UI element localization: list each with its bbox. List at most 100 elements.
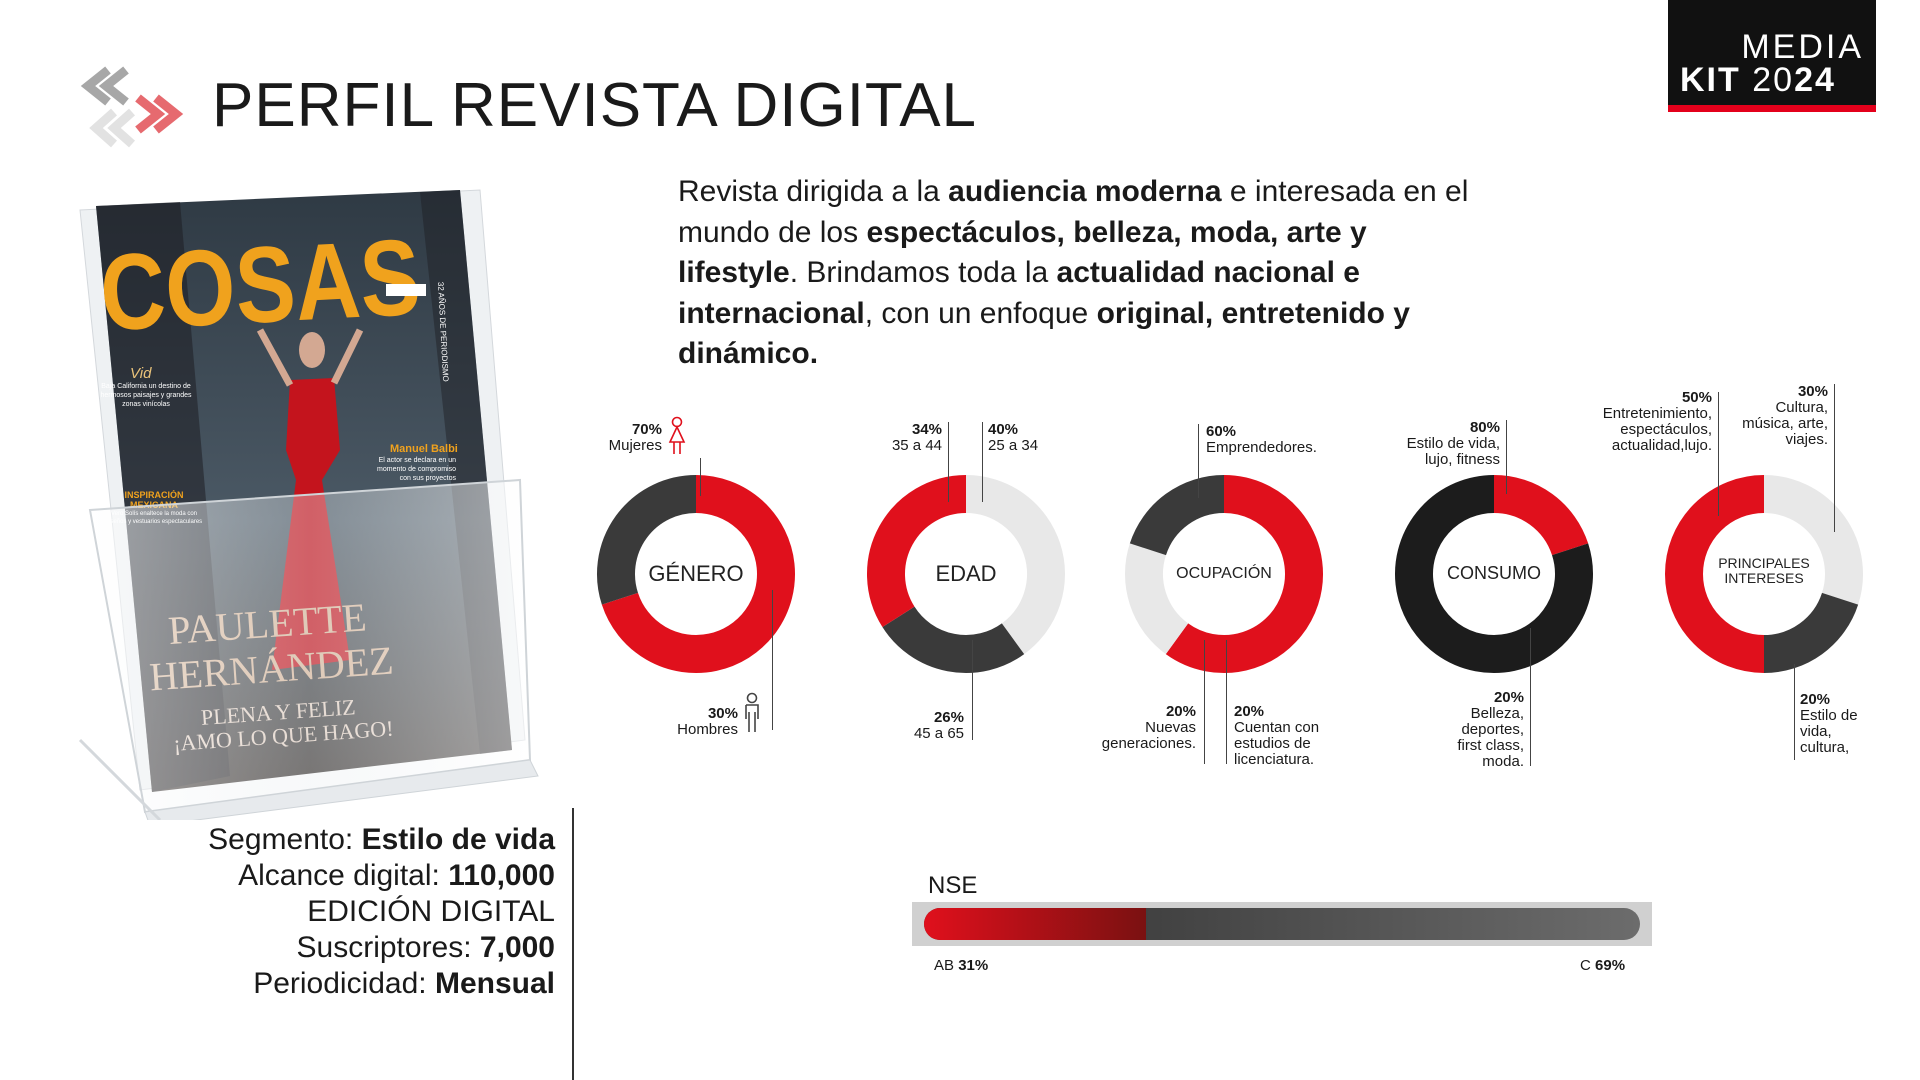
- donut-intereses-svg: [1665, 475, 1863, 673]
- page-title: PERFIL REVISTA DIGITAL: [212, 71, 978, 140]
- donut-genero-title: GÉNERO: [648, 561, 744, 586]
- story1-title: Vid: [130, 365, 152, 382]
- label-genero-hombres: 30% Hombres: [666, 706, 738, 738]
- pct-emprendedores: 60%: [1206, 423, 1237, 440]
- leader-line: [1834, 384, 1835, 532]
- label-edad-35-44: 34% 35 a 44: [870, 422, 942, 454]
- male-icon: [745, 692, 759, 732]
- donut-slice-2: [1665, 475, 1765, 673]
- pct-mujeres: 70%: [631, 421, 662, 438]
- barcode: [386, 284, 426, 296]
- label-consumo-belleza: 20% Belleza, deportes, first class, moda.: [1440, 690, 1524, 770]
- nse-c-pct: 69%: [1595, 957, 1626, 974]
- donut-edad-svg: [867, 475, 1065, 673]
- story2-text: El actor se declara en un momento de com…: [377, 457, 456, 482]
- story1-text: Baja California un destino de hermosos p…: [100, 383, 192, 408]
- donut-slice-1: [597, 475, 697, 605]
- txt-cultura: Cultura, música, arte, viajes.: [1742, 399, 1828, 448]
- nse-bar: [924, 908, 1640, 940]
- leader-line: [1794, 664, 1795, 760]
- donut-slice-1: [882, 606, 1025, 673]
- nse-c-label: C 69%: [1580, 957, 1625, 974]
- label-genero-mujeres: 70% Mujeres: [596, 422, 662, 454]
- pct-edad-25-34: 40%: [988, 421, 1019, 438]
- leader-line: [972, 640, 973, 740]
- periodicidad-value: Mensual: [434, 967, 555, 1000]
- leader-line: [1204, 640, 1205, 764]
- badge-red-bar: [1668, 105, 1876, 112]
- donut-slice-1: [1395, 475, 1593, 673]
- donut-slice-0: [1165, 475, 1323, 673]
- label-consumo-estilo: 80% Estilo de vida, lujo, fitness: [1380, 420, 1500, 468]
- periodicidad-label: Periodicidad:: [253, 967, 435, 1000]
- media-kit-badge: MEDIA KIT 2024: [1668, 0, 1876, 112]
- nse-ab-label: AB 31%: [934, 957, 988, 974]
- donut-slice-0: [601, 475, 795, 673]
- desc-text-3: . Brindamos toda la: [789, 256, 1057, 289]
- desc-text-4: , con un enfoque: [864, 296, 1097, 330]
- pct-cultura: 30%: [1797, 383, 1828, 400]
- txt-mujeres: Mujeres: [608, 437, 662, 454]
- leader-line: [982, 422, 983, 502]
- nse-ab-segment: [924, 908, 1146, 940]
- info-segmento: Segmento: Estilo de vida: [130, 822, 555, 858]
- label-edad-25-34: 40% 25 a 34: [988, 422, 1038, 454]
- leader-line: [1506, 420, 1507, 494]
- txt-emprendedores: Emprendedores.: [1206, 439, 1317, 456]
- donut-consumo-svg: [1395, 475, 1593, 673]
- description-paragraph: Revista dirigida a la audiencia moderna …: [678, 172, 1478, 375]
- leader-line: [1718, 392, 1719, 516]
- donut-intereses-title: PRINCIPALES INTERESES: [1718, 555, 1810, 586]
- desc-bold-1: audiencia moderna: [948, 175, 1222, 208]
- label-ocupacion-nuevas: 20% Nuevas generaciones.: [1090, 704, 1196, 752]
- leader-line: [772, 590, 773, 730]
- info-periodicidad: Periodicidad: Mensual: [130, 966, 555, 1002]
- leader-line: [1530, 628, 1531, 766]
- magazine-display: COSAS 32 AÑOS DE PERIODISMO Vid Baja Cal…: [78, 189, 539, 820]
- txt-edad-35-44: 35 a 44: [891, 437, 942, 454]
- donut-edad: EDAD: [866, 474, 1066, 674]
- badge-year-a: 20: [1752, 61, 1795, 99]
- pct-licenciatura: 20%: [1234, 703, 1265, 720]
- vertical-divider: [572, 808, 574, 1080]
- segmento-value: Estilo de vida: [361, 823, 555, 856]
- info-suscriptores: Suscriptores: 7,000: [130, 930, 555, 966]
- nse-c-cat: C: [1580, 957, 1591, 974]
- txt-hombres: Hombres: [677, 721, 738, 738]
- desc-bold-4: original, entretenido y dinámico.: [678, 296, 1410, 371]
- donut-consumo-title: CONSUMO: [1447, 563, 1541, 583]
- alcance-label: Alcance digital:: [238, 859, 449, 892]
- pct-consumo-belleza: 20%: [1493, 689, 1524, 706]
- donut-edad-title: EDAD: [935, 561, 997, 586]
- desc-bold-3: actualidad nacional e internacional: [678, 256, 1360, 330]
- txt-entretenimiento: Entretenimiento, espectáculos, actualida…: [1602, 405, 1712, 454]
- txt-edad-25-34: 25 a 34: [988, 437, 1039, 454]
- suscriptores-value: 7,000: [479, 931, 555, 964]
- donut-slice-0: [1493, 475, 1589, 556]
- leader-line: [700, 458, 701, 496]
- label-intereses-estilo: 20% Estilo de vida, cultura,: [1800, 692, 1864, 756]
- pct-hombres: 30%: [707, 705, 738, 722]
- nse-ab-cat: AB: [934, 957, 955, 974]
- desc-bold-2: espectáculos, belleza, moda, arte y life…: [678, 215, 1367, 290]
- txt-edad-45-65: 45 a 65: [913, 725, 964, 742]
- donut-consumo: CONSUMO: [1394, 474, 1594, 674]
- badge-kit-line: KIT 2024: [1680, 63, 1836, 97]
- donut-slice-2: [867, 475, 967, 628]
- donut-ocupacion: OCUPACIÓN: [1124, 474, 1324, 674]
- suscriptores-label: Suscriptores:: [296, 931, 480, 964]
- pct-consumo-estilo: 80%: [1469, 419, 1500, 436]
- info-alcance: Alcance digital: 110,000: [130, 858, 555, 894]
- txt-nuevas: Nuevas generaciones.: [1101, 719, 1196, 752]
- donut-ocupacion-svg: [1125, 475, 1323, 673]
- leader-line: [948, 422, 949, 502]
- donut-slice-0: [965, 475, 1065, 655]
- badge-media-text: MEDIA: [1741, 28, 1864, 66]
- pct-edad-45-65: 26%: [933, 709, 964, 726]
- info-edicion: EDICIÓN DIGITAL: [307, 895, 555, 928]
- label-ocupacion-licenciatura: 20% Cuentan con estudios de licenciatura.: [1234, 704, 1334, 768]
- double-chevron-logo-icon: [80, 66, 184, 148]
- label-ocupacion-emprendedores: 60% Emprendedores.: [1206, 424, 1317, 456]
- desc-text-2: e interesada en el mundo de los: [678, 175, 1469, 249]
- txt-licenciatura: Cuentan con estudios de licenciatura.: [1234, 719, 1320, 768]
